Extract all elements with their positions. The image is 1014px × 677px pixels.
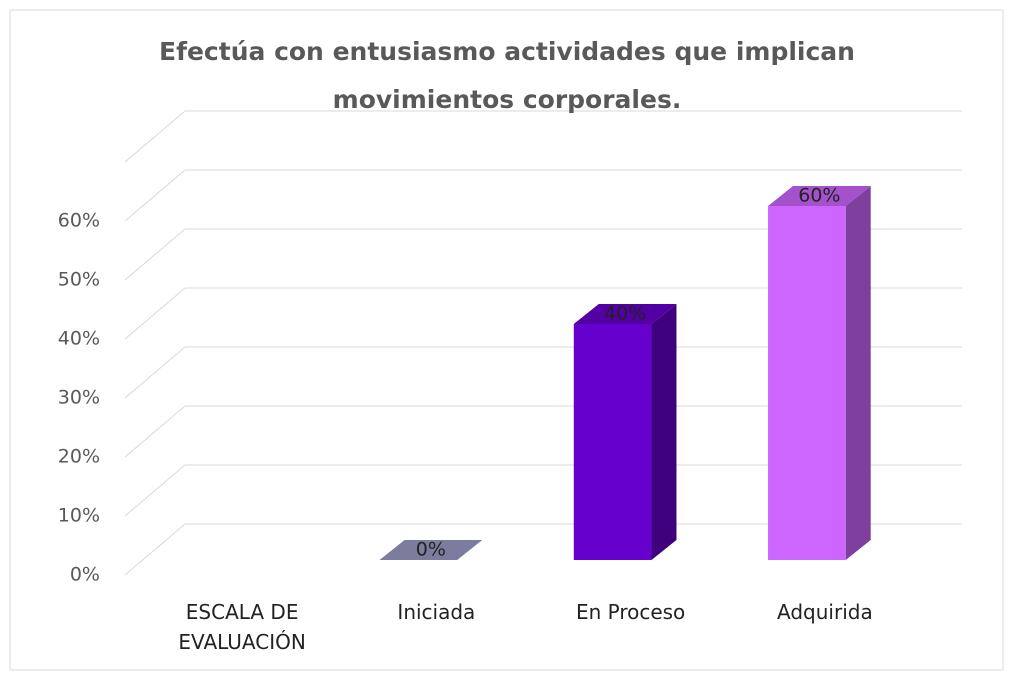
y-tick-label: 40% [58, 328, 100, 350]
bar [768, 206, 846, 560]
grid-line [124, 405, 186, 458]
x-tick-label: En Proceso [575, 600, 686, 624]
x-tick-label: ESCALA DE EVALUACIÓN [178, 600, 306, 654]
grid-line [124, 464, 186, 517]
chart-title: Efectúa con entusiasmo actividades que i… [159, 37, 855, 114]
x-tick-label: Adquirida [777, 600, 873, 624]
bar-top [573, 304, 677, 324]
data-label: 0% [416, 539, 446, 561]
chart-border [9, 9, 1004, 671]
grid-line [124, 228, 186, 281]
bar-side [845, 186, 871, 560]
data-label: 60% [798, 185, 840, 207]
grid-line [124, 346, 186, 399]
grid-line [124, 110, 186, 163]
y-tick-label: 30% [58, 387, 100, 409]
bar-top [768, 186, 871, 206]
y-tick-label: 20% [58, 446, 100, 468]
y-tick-label: 60% [58, 210, 100, 232]
grid-line [124, 169, 186, 222]
grid-line [124, 287, 186, 340]
grid-line [124, 523, 186, 576]
y-tick-label: 50% [58, 269, 100, 291]
y-tick-label: 0% [70, 564, 100, 586]
bar [573, 324, 652, 560]
x-tick-label: Iniciada [397, 600, 476, 624]
data-label: 40% [604, 303, 646, 325]
bar-side [651, 304, 677, 560]
y-tick-label: 10% [58, 505, 100, 527]
bar-top [379, 540, 483, 560]
